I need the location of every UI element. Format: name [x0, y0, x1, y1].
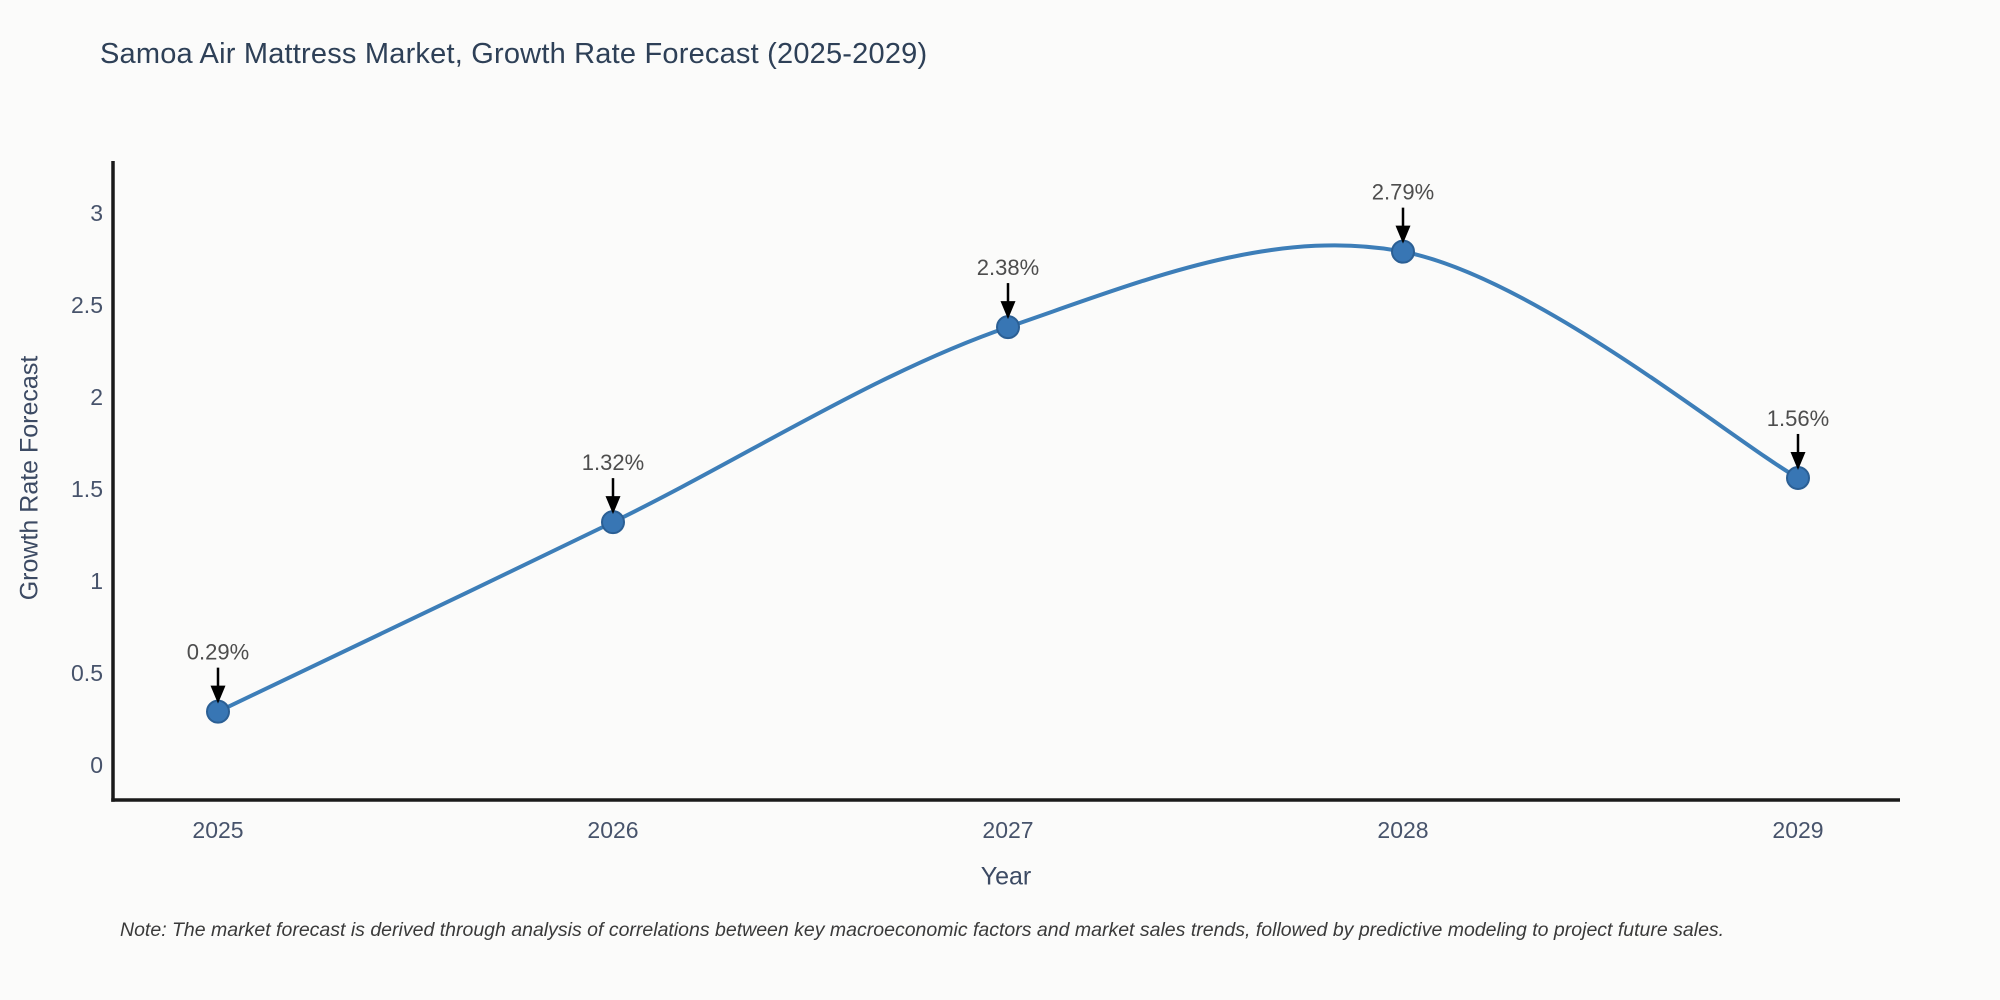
y-tick-label: 1 — [90, 568, 103, 594]
y-tick-label: 2.5 — [71, 292, 103, 318]
point-annotation: 2.79% — [1372, 180, 1434, 205]
annotation-arrow-head — [1790, 451, 1806, 470]
data-point — [1391, 239, 1415, 264]
annotation-arrow-head — [1395, 225, 1411, 244]
x-tick-label: 2025 — [192, 817, 243, 843]
data-point — [1786, 465, 1810, 490]
point-annotation: 0.29% — [187, 640, 249, 665]
y-tick-label: 1.5 — [71, 476, 103, 502]
x-tick-label: 2027 — [982, 817, 1033, 843]
annotation-arrow-head — [210, 685, 226, 704]
y-tick-label: 3 — [90, 200, 103, 226]
data-point — [206, 699, 230, 724]
y-tick-label: 2 — [90, 384, 103, 410]
x-tick-label: 2028 — [1377, 817, 1428, 843]
annotation-arrow-head — [605, 496, 621, 515]
x-tick-label: 2029 — [1772, 817, 1823, 843]
annotation-arrow-head — [1000, 301, 1016, 320]
x-axis-label: Year — [980, 862, 1032, 891]
x-tick-label: 2026 — [587, 817, 638, 843]
y-tick-label: 0 — [90, 752, 103, 778]
point-annotation: 2.38% — [977, 255, 1039, 280]
point-annotation: 1.56% — [1767, 406, 1829, 431]
chart-note: Note: The market forecast is derived thr… — [120, 919, 1725, 941]
data-point — [601, 510, 625, 535]
y-tick-label: 0.5 — [71, 660, 103, 686]
data-point — [996, 315, 1020, 340]
chart-title: Samoa Air Mattress Market, Growth Rate F… — [100, 38, 928, 70]
point-annotation: 1.32% — [582, 450, 644, 475]
